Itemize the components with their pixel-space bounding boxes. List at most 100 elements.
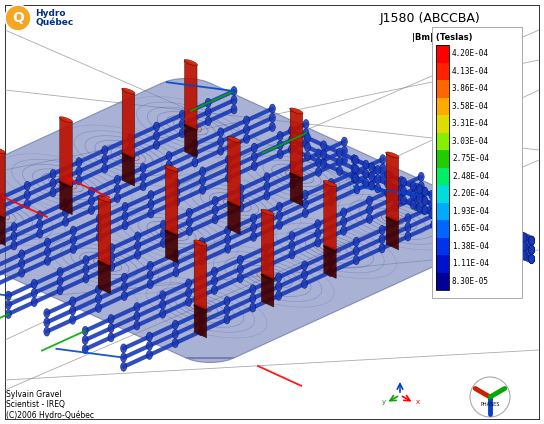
Ellipse shape — [250, 303, 256, 312]
Ellipse shape — [121, 353, 127, 362]
Ellipse shape — [375, 175, 381, 184]
Ellipse shape — [469, 218, 475, 227]
Ellipse shape — [341, 208, 347, 217]
Ellipse shape — [522, 251, 528, 261]
Ellipse shape — [263, 243, 269, 252]
Ellipse shape — [200, 185, 206, 194]
Ellipse shape — [199, 237, 205, 247]
Ellipse shape — [413, 202, 419, 211]
Ellipse shape — [417, 194, 423, 203]
Polygon shape — [184, 59, 197, 66]
Polygon shape — [323, 245, 337, 251]
Polygon shape — [98, 260, 111, 266]
Ellipse shape — [354, 167, 360, 176]
Ellipse shape — [140, 163, 146, 172]
Ellipse shape — [422, 206, 428, 215]
Ellipse shape — [353, 174, 358, 183]
Ellipse shape — [225, 164, 231, 173]
Ellipse shape — [342, 137, 348, 146]
Text: Hydro: Hydro — [35, 8, 65, 17]
Ellipse shape — [503, 224, 509, 233]
Ellipse shape — [506, 235, 512, 244]
Ellipse shape — [387, 171, 393, 180]
Ellipse shape — [379, 244, 385, 253]
Ellipse shape — [147, 280, 153, 289]
Polygon shape — [60, 181, 72, 215]
Ellipse shape — [0, 212, 4, 220]
Text: 2.48E-04: 2.48E-04 — [452, 172, 489, 181]
Ellipse shape — [218, 137, 224, 146]
Ellipse shape — [108, 333, 114, 342]
Ellipse shape — [421, 205, 427, 214]
Ellipse shape — [375, 184, 381, 193]
Ellipse shape — [519, 232, 525, 241]
Ellipse shape — [456, 199, 462, 208]
Ellipse shape — [363, 179, 369, 187]
Ellipse shape — [529, 245, 535, 254]
Ellipse shape — [146, 341, 152, 350]
Ellipse shape — [198, 318, 204, 326]
Polygon shape — [98, 196, 110, 266]
Ellipse shape — [337, 167, 343, 176]
Ellipse shape — [70, 245, 76, 254]
Ellipse shape — [134, 241, 141, 250]
Ellipse shape — [250, 294, 256, 303]
Ellipse shape — [251, 162, 257, 170]
Ellipse shape — [337, 148, 343, 157]
Ellipse shape — [529, 236, 535, 245]
Ellipse shape — [521, 242, 527, 251]
Ellipse shape — [134, 321, 140, 330]
Ellipse shape — [153, 140, 159, 149]
Polygon shape — [194, 304, 207, 310]
Ellipse shape — [465, 207, 471, 216]
Ellipse shape — [475, 230, 481, 239]
Ellipse shape — [529, 254, 535, 263]
Ellipse shape — [96, 285, 102, 294]
Ellipse shape — [37, 220, 43, 229]
Ellipse shape — [467, 226, 473, 235]
Ellipse shape — [316, 149, 322, 158]
Ellipse shape — [303, 120, 309, 128]
Ellipse shape — [500, 223, 506, 232]
Ellipse shape — [263, 253, 269, 262]
Ellipse shape — [128, 134, 134, 143]
Ellipse shape — [497, 240, 503, 249]
Ellipse shape — [497, 231, 503, 240]
Ellipse shape — [465, 216, 471, 225]
Ellipse shape — [449, 209, 455, 218]
Ellipse shape — [134, 303, 140, 312]
Polygon shape — [324, 181, 336, 251]
Ellipse shape — [148, 190, 154, 200]
Polygon shape — [228, 137, 240, 207]
Ellipse shape — [452, 201, 458, 210]
Polygon shape — [261, 209, 274, 215]
Text: 2.20E-04: 2.20E-04 — [452, 189, 489, 198]
Ellipse shape — [363, 169, 369, 179]
Ellipse shape — [316, 167, 322, 176]
Ellipse shape — [512, 247, 518, 256]
Ellipse shape — [44, 318, 50, 327]
Ellipse shape — [0, 193, 4, 202]
Ellipse shape — [475, 220, 481, 230]
Ellipse shape — [434, 192, 440, 202]
Ellipse shape — [517, 231, 523, 240]
Ellipse shape — [529, 254, 535, 263]
Ellipse shape — [400, 187, 406, 195]
Ellipse shape — [429, 190, 435, 199]
Ellipse shape — [44, 309, 50, 318]
Bar — [436, 115, 449, 132]
Ellipse shape — [303, 138, 309, 147]
Ellipse shape — [70, 306, 76, 315]
Ellipse shape — [490, 228, 496, 237]
Polygon shape — [98, 196, 111, 202]
Polygon shape — [0, 148, 5, 153]
Ellipse shape — [302, 190, 308, 199]
Ellipse shape — [465, 225, 471, 234]
Ellipse shape — [512, 229, 518, 238]
Ellipse shape — [225, 235, 231, 244]
Ellipse shape — [434, 202, 440, 211]
Ellipse shape — [24, 181, 30, 190]
Ellipse shape — [187, 226, 193, 236]
Ellipse shape — [398, 195, 404, 204]
Ellipse shape — [121, 273, 127, 282]
